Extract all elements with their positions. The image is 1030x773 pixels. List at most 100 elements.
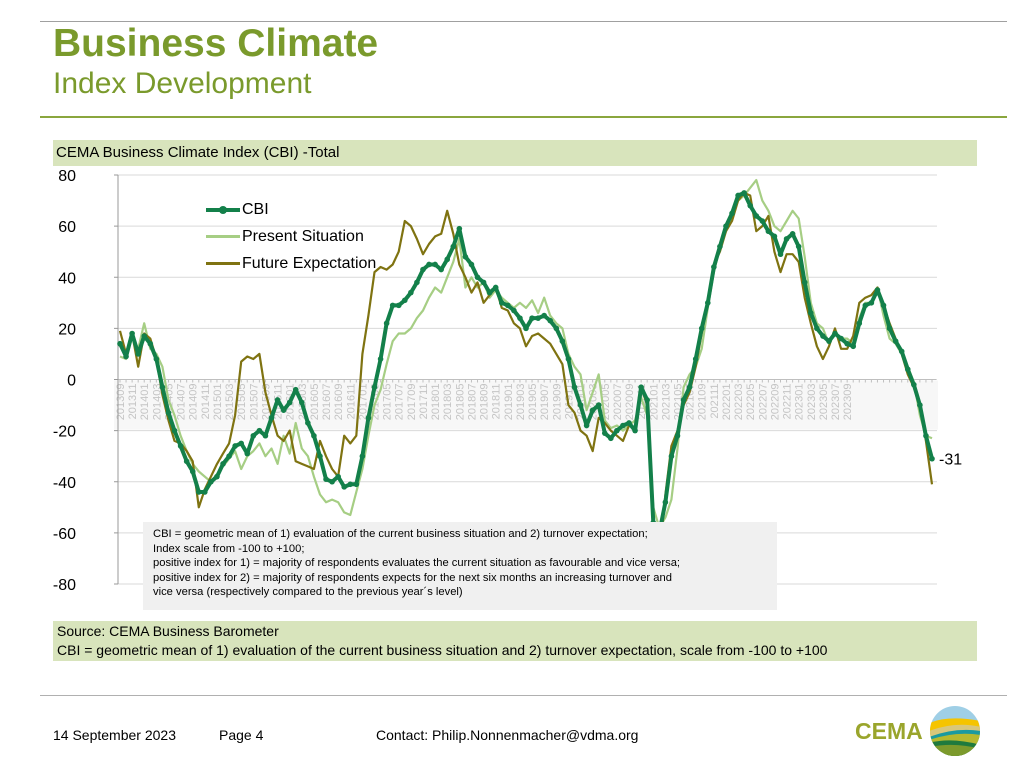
cbi-point [123,353,129,360]
cbi-point [917,402,923,408]
cbi-point [680,397,687,403]
cbi-point [177,443,184,449]
x-tick-label: 202209 [769,384,781,421]
cbi-point [626,420,632,426]
cbi-point [711,264,717,270]
cbi-point [517,315,523,321]
cbi-point [777,251,784,258]
x-tick-label: 201503 [224,384,236,421]
cbi-point [135,351,141,357]
cbi-point [129,330,135,337]
cbi-point [383,320,390,327]
cbi-point [541,312,547,319]
x-tick-label: 202307 [830,384,842,421]
cbi-point [432,261,438,268]
x-tick-label: 202111 [709,384,721,419]
footer-contact[interactable]: Contact: Philip.Nonnenmacher@vdma.org [376,727,639,743]
legend-item-present: Present Situation [206,223,376,250]
legend-item-cbi: CBI [206,196,376,223]
cbi-point [923,432,929,439]
x-tick-label: 201901 [503,384,515,421]
legend-label-cbi: CBI [242,200,269,218]
y-tick-label: -60 [53,526,76,543]
cbi-point [529,315,535,321]
cbi-point [565,356,572,362]
x-tick-label: 201907 [539,384,551,421]
cbi-point [838,335,844,342]
cbi-point [523,325,529,332]
cbi-point [347,481,354,488]
cbi-point [783,236,790,242]
x-tick-label: 202201 [721,384,733,421]
cbi-point [547,317,554,324]
cbi-point [826,338,832,344]
x-tick-label: 201403 [151,384,163,421]
y-tick-label: 40 [58,270,76,287]
x-tick-label: 201707 [394,384,406,421]
x-tick-label: 201611 [345,384,357,420]
x-tick-label: 201407 [176,384,188,421]
logo-text: CEMA [855,717,923,744]
definition-note: CBI = geometric mean of 1) evaluation of… [143,522,777,610]
cbi-point [789,230,796,237]
cbi-point [505,302,511,309]
cbi-point [577,402,584,408]
cbi-point [468,261,475,268]
cbi-point [753,213,760,219]
definition-line: CBI = geometric mean of 1) evaluation of… [57,642,828,658]
source-line: Source: CEMA Business Barometer [57,623,279,639]
cbi-point [850,343,857,350]
cbi-point [492,284,499,291]
x-tick-label: 201607 [321,384,333,421]
cbi-point [426,261,432,268]
cbi-point [698,325,705,332]
x-tick-label: 202109 [697,384,709,421]
cbi-point [486,289,493,296]
cbi-point [444,256,451,263]
x-tick-label: 201309 [115,384,127,421]
cbi-point [274,397,281,403]
x-tick-label: 201807 [466,384,478,421]
cbi-point [535,315,541,321]
cbi-point [365,415,372,421]
cbi-point [341,484,348,490]
cbi-point [335,473,341,480]
cbi-point [759,218,766,224]
cbi-point [305,420,311,426]
series-line-present-situation [119,179,933,529]
top-rule [40,21,1007,22]
cbi-point [741,190,747,196]
x-tick-label: 202205 [745,384,757,421]
x-axis-label-band [114,380,938,430]
cbi-point [317,453,323,459]
note-line: positive index for 2) = majority of resp… [153,571,672,584]
cbi-point [553,325,560,332]
y-tick-label: 80 [58,168,76,185]
x-tick-label: 201803 [442,384,454,421]
present-swatch [206,235,240,238]
series-lines [117,179,935,560]
x-tick-label: 202203 [733,384,745,421]
cbi-point [220,461,226,467]
cbi-point [450,243,457,250]
cbi-point [583,422,590,429]
x-tick-label: 201505 [236,384,248,421]
x-tick-label: 201711 [418,384,430,420]
chart-legend: CBI Present Situation Future Expectation [206,196,376,277]
source-box: Source: CEMA Business Barometer CBI = ge… [53,621,977,661]
x-tick-label: 202301 [794,384,806,421]
cbi-point [904,366,911,373]
cbi-point [250,432,257,439]
cbi-point [438,266,444,273]
cbi-point [165,409,172,416]
cbi-point [644,397,650,403]
x-tick-label: 202207 [757,384,769,421]
footer-date: 14 September 2023 [53,727,176,743]
cbi-point [856,320,863,327]
cbi-point [808,310,814,316]
logo-landscape-icon [929,706,980,756]
cbi-point [801,279,808,286]
cbi-point [795,243,802,250]
series-line-future-expectation [118,191,934,560]
cbi-point [614,427,620,434]
